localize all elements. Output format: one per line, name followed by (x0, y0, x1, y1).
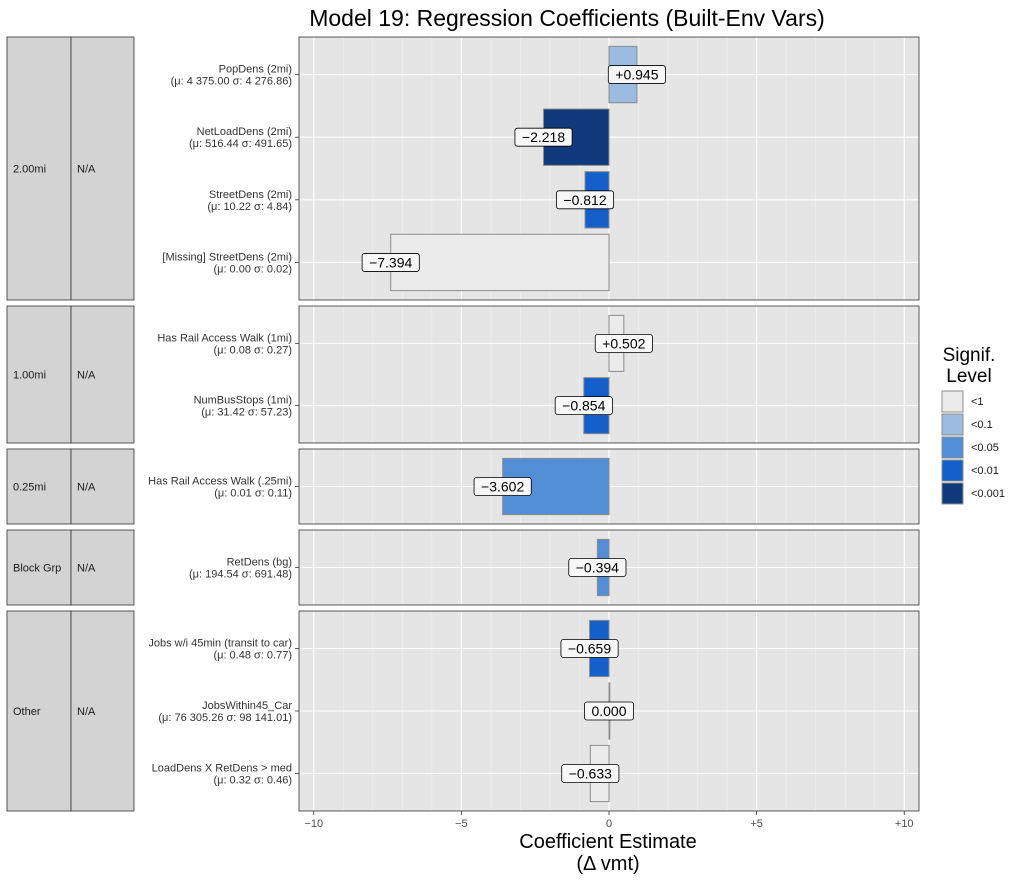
facet-strip-label: 1.00mi (13, 370, 46, 382)
panel-border (298, 36, 920, 301)
variable-name: Jobs w/i 45min (transit to car) (148, 638, 292, 650)
legend-label: <0.001 (971, 488, 1005, 500)
panel-border (298, 529, 920, 606)
value-label: −0.812 (563, 192, 606, 208)
x-axis-label: Coefficient Estimate (519, 831, 697, 853)
variable-stats: (μ: 10.22 σ: 4.84) (207, 201, 292, 213)
legend-swatch (941, 459, 964, 482)
legend-label: <1 (971, 396, 984, 408)
facet-strip-sublabel: N/A (77, 706, 96, 718)
variable-stats: (μ: 76 305.26 σ: 98 141.01) (158, 712, 292, 724)
value-label-box (514, 127, 573, 147)
facet-strip-sublabel: N/A (77, 482, 96, 494)
x-axis: −10 −5 0 +5 +10 (304, 811, 914, 830)
facet-strip-distance (6, 610, 72, 812)
variable-name: Has Rail Access Walk (.25mi) (148, 476, 292, 488)
variable-name: RetDens (bg) (227, 557, 292, 569)
variable-name: [Missing] StreetDens (2mi) (162, 251, 292, 263)
legend: Signif. Level <1 <0.1 <0.05 <0.01 <0.001 (941, 345, 1005, 505)
variable-stats: (μ: 4 375.00 σ: 4 276.86) (171, 76, 292, 88)
legend-swatch (941, 413, 964, 436)
x-tick-label: +5 (750, 818, 763, 830)
facet-strip-distance (6, 529, 72, 606)
variable-stats: (μ: 516.44 σ: 491.65) (189, 138, 292, 150)
x-tick-label: −10 (304, 818, 323, 830)
value-label-box (473, 477, 532, 496)
legend-swatch (941, 482, 964, 505)
facet-0: 2.00mi N/A PopDens (2mi)(μ: 4 375.00 σ: 4 … (6, 36, 920, 301)
x-tick-label: −5 (455, 818, 468, 830)
value-label: −2.218 (522, 129, 565, 145)
facet-strip-subgroup (70, 448, 135, 525)
facet-strip-sublabel: N/A (77, 164, 96, 176)
variable-stats: (μ: 0.48 σ: 0.77) (213, 650, 292, 662)
value-label-box (560, 639, 619, 658)
legend-label: <0.05 (971, 442, 999, 454)
facet-strip-subgroup (70, 610, 135, 812)
variable-stats: (μ: 0.00 σ: 0.02) (213, 263, 292, 275)
value-label-box (568, 558, 627, 577)
value-label-box (556, 190, 615, 210)
value-label: −0.394 (576, 560, 619, 576)
legend-swatch (941, 390, 964, 413)
variable-name: JobsWithin45_Car (202, 700, 292, 712)
variable-stats: (μ: 0.01 σ: 0.11) (214, 488, 292, 500)
x-axis-label-unit: (Δ vmt) (576, 853, 639, 875)
value-label-box (594, 333, 653, 353)
facet-strip-label: 0.25mi (13, 482, 46, 494)
variable-name: StreetDens (2mi) (209, 189, 292, 201)
value-label: −7.394 (369, 254, 412, 270)
value-label: −3.602 (481, 479, 524, 495)
value-label-box (361, 253, 420, 272)
variable-stats: (μ: 31.42 σ: 57.23) (201, 407, 292, 419)
facet-strip-sublabel: N/A (77, 370, 96, 382)
legend-swatch (941, 436, 964, 459)
panel-border (298, 305, 920, 444)
value-label: −0.659 (568, 641, 611, 657)
variable-name: Has Rail Access Walk (1mi) (157, 332, 292, 344)
variable-name: LoadDens X RetDens > med (152, 763, 292, 775)
variable-stats: (μ: 194.54 σ: 691.48) (189, 569, 292, 581)
legend-label: <0.01 (971, 465, 999, 477)
legend-title-line1: Signif. (943, 345, 996, 366)
facet-strip-distance (6, 36, 72, 301)
variable-stats: (μ: 0.32 σ: 0.46) (213, 775, 292, 787)
facet-strip-subgroup (70, 529, 135, 606)
value-label-box (607, 65, 666, 84)
value-label: +0.502 (602, 335, 645, 351)
facet-panels: 2.00mi N/A PopDens (2mi)(μ: 4 375.00 σ: 4 … (6, 36, 920, 812)
x-tick-label: 0 (606, 818, 612, 830)
value-label: 0.000 (591, 703, 626, 719)
coefficient-bar (390, 233, 610, 292)
variable-name: NumBusStops (1mi) (194, 395, 292, 407)
x-tick-label: +10 (895, 818, 914, 830)
value-label-box (554, 396, 613, 416)
facet-strip-label: Block Grp (13, 563, 61, 575)
value-label: −0.633 (569, 766, 612, 782)
facet-strip-distance (6, 448, 72, 525)
facet-1: 1.00mi N/A Has Rail Access Walk (1mi)(μ: 0… (6, 305, 920, 444)
facet-strip-label: 2.00mi (13, 164, 46, 176)
facet-strip-subgroup (70, 36, 135, 301)
facet-2: 0.25mi N/A Has Rail Access Walk (.25mi)(μ:… (6, 448, 920, 525)
value-label-box (584, 701, 634, 721)
variable-name: PopDens (2mi) (219, 64, 292, 76)
value-label-box (561, 764, 620, 783)
legend-title-line2: Level (946, 366, 991, 387)
chart-title: Model 19: Regression Coefficients (Built… (309, 5, 825, 31)
variable-stats: (μ: 0.08 σ: 0.27) (213, 344, 292, 356)
facet-strip-label: Other (13, 706, 41, 718)
facet-3: Block Grp N/A RetDens (bg)(μ: 194.54 σ: 69… (6, 529, 920, 606)
variable-name: NetLoadDens (2mi) (197, 126, 292, 138)
value-label: −0.854 (562, 398, 605, 414)
facet-strip-subgroup (70, 305, 135, 444)
facet-strip-sublabel: N/A (77, 563, 96, 575)
facet-strip-distance (6, 305, 72, 444)
panel-border (298, 448, 920, 525)
legend-label: <0.1 (971, 419, 993, 431)
value-label: +0.945 (615, 67, 658, 83)
